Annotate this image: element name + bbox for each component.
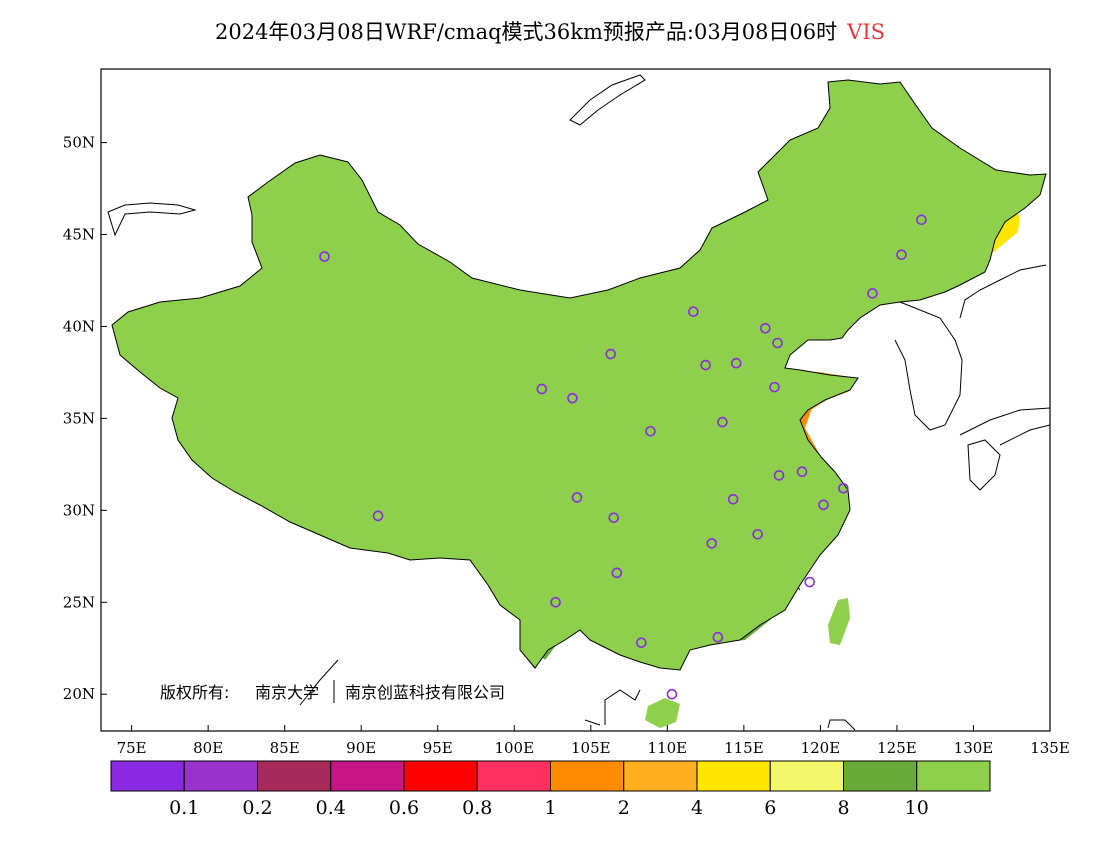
colorbar-label: 6: [764, 797, 776, 819]
colorbar-swatch: [257, 760, 332, 792]
colorbar-swatch: [696, 760, 771, 792]
coast-indochina: [299, 659, 641, 726]
colorbar-label: 0.2: [242, 797, 272, 819]
title-variable: VIS: [847, 20, 886, 44]
station-marker: [611, 567, 623, 579]
station-marker: [636, 637, 647, 649]
station-markers: [319, 214, 927, 700]
copyright-owner-1: 南京大学: [255, 683, 319, 702]
lat-tick-label: 35N: [63, 409, 95, 427]
station-marker: [536, 383, 548, 395]
station-marker: [727, 493, 739, 505]
station-marker: [645, 425, 656, 437]
colorbar-swatch: [769, 760, 844, 792]
station-marker: [550, 596, 561, 608]
lat-tick-label: 25N: [63, 593, 95, 611]
lon-tick-label: 75E: [117, 739, 147, 757]
station-marker: [769, 381, 780, 393]
colorbar-label: 10: [905, 797, 929, 819]
colorbar-label: 0.4: [316, 797, 346, 819]
station-marker: [319, 251, 330, 262]
copyright-notice: 版权所有: 南京大学 南京创蓝科技有限公司: [160, 680, 505, 703]
coast-japan: [959, 407, 1050, 491]
station-marker: [867, 288, 878, 299]
colorbar-label: 2: [618, 797, 630, 819]
coast-philippines: [827, 719, 856, 731]
copyright-owner-2: 南京创蓝科技有限公司: [345, 683, 505, 702]
station-marker: [608, 512, 620, 523]
lat-tick-label: 30N: [63, 501, 95, 519]
coast-caspian: [107, 202, 197, 237]
station-marker: [688, 306, 699, 318]
lat-tick-label: 20N: [63, 685, 95, 703]
longitude-axis: 75E 80E 85E 90E 95E 100E 105E 110E 115E 120E 125E 1…: [117, 725, 1070, 757]
lon-tick-label: 95E: [423, 739, 453, 757]
colorbar-swatch: [403, 760, 478, 792]
lon-tick-label: 110E: [648, 739, 688, 757]
lon-tick-label: 105E: [571, 739, 611, 757]
colorbar-swatch: [476, 760, 551, 792]
colorbar: 0.1 0.2 0.4 0.6 0.8 1 2 4 6 8 10: [110, 760, 991, 819]
title-prefix: 2024年03月08日WRF/cmaq模式36km预报产品:03月08日06时: [214, 20, 838, 44]
lon-tick-label: 85E: [270, 739, 300, 757]
station-marker: [567, 392, 578, 404]
lon-tick-label: 135E: [1030, 739, 1070, 757]
colorbar-swatch: [330, 760, 405, 792]
station-marker: [916, 214, 927, 226]
lon-tick-label: 90E: [346, 739, 376, 757]
colorbar-swatch: [916, 760, 991, 792]
colorbar-label: 0.8: [462, 797, 492, 819]
station-marker: [773, 470, 785, 481]
coast-lake-baikal: [569, 74, 646, 126]
station-marker: [730, 357, 742, 369]
station-marker: [818, 499, 829, 511]
lat-tick-label: 50N: [63, 134, 95, 152]
station-marker: [896, 249, 907, 261]
lon-tick-label: 125E: [877, 739, 917, 757]
lat-tick-label: 45N: [63, 226, 95, 244]
station-marker: [717, 416, 728, 428]
taiwan-land: [828, 598, 850, 645]
map-content: [107, 74, 1050, 731]
coast-russia-east: [959, 264, 1047, 319]
lon-tick-label: 80E: [193, 739, 223, 757]
station-marker: [759, 322, 771, 334]
colorbar-swatch: [843, 760, 918, 792]
colorbar-label: 1: [544, 797, 556, 819]
colorbar-swatch: [623, 760, 698, 792]
station-marker: [796, 466, 808, 478]
hainan-land: [645, 698, 680, 728]
station-marker: [712, 631, 724, 643]
coast-korea: [894, 301, 963, 431]
lon-tick-label: 100E: [494, 739, 534, 757]
station-marker: [571, 492, 583, 503]
copyright-prefix: 版权所有:: [160, 683, 229, 702]
colorbar-label: 4: [691, 797, 703, 819]
station-marker: [700, 359, 711, 371]
colorbar-label: 0.1: [169, 797, 199, 819]
station-marker: [706, 538, 718, 549]
station-marker: [666, 688, 678, 700]
station-marker: [772, 337, 783, 349]
lon-tick-label: 115E: [724, 739, 764, 757]
map-frame: [100, 68, 1051, 732]
lon-tick-label: 120E: [801, 739, 841, 757]
colorbar-label: 8: [837, 797, 849, 819]
colorbar-swatch: [110, 760, 185, 792]
colorbar-label: 0.6: [389, 797, 419, 819]
station-marker: [838, 482, 849, 494]
lon-tick-label: 130E: [954, 739, 994, 757]
station-marker: [372, 510, 384, 522]
latitude-axis: 20N 25N 30N 35N 40N 45N 50N: [63, 134, 107, 703]
map-title: 2024年03月08日WRF/cmaq模式36km预报产品:03月08日06时 V…: [0, 18, 1100, 46]
lat-tick-label: 40N: [63, 317, 95, 335]
station-marker: [804, 576, 815, 588]
colorbar-swatch: [550, 760, 625, 792]
neighbor-coastlines: [107, 74, 1050, 731]
colorbar-swatch: [183, 760, 258, 792]
station-marker: [605, 348, 617, 360]
station-marker: [752, 528, 763, 540]
